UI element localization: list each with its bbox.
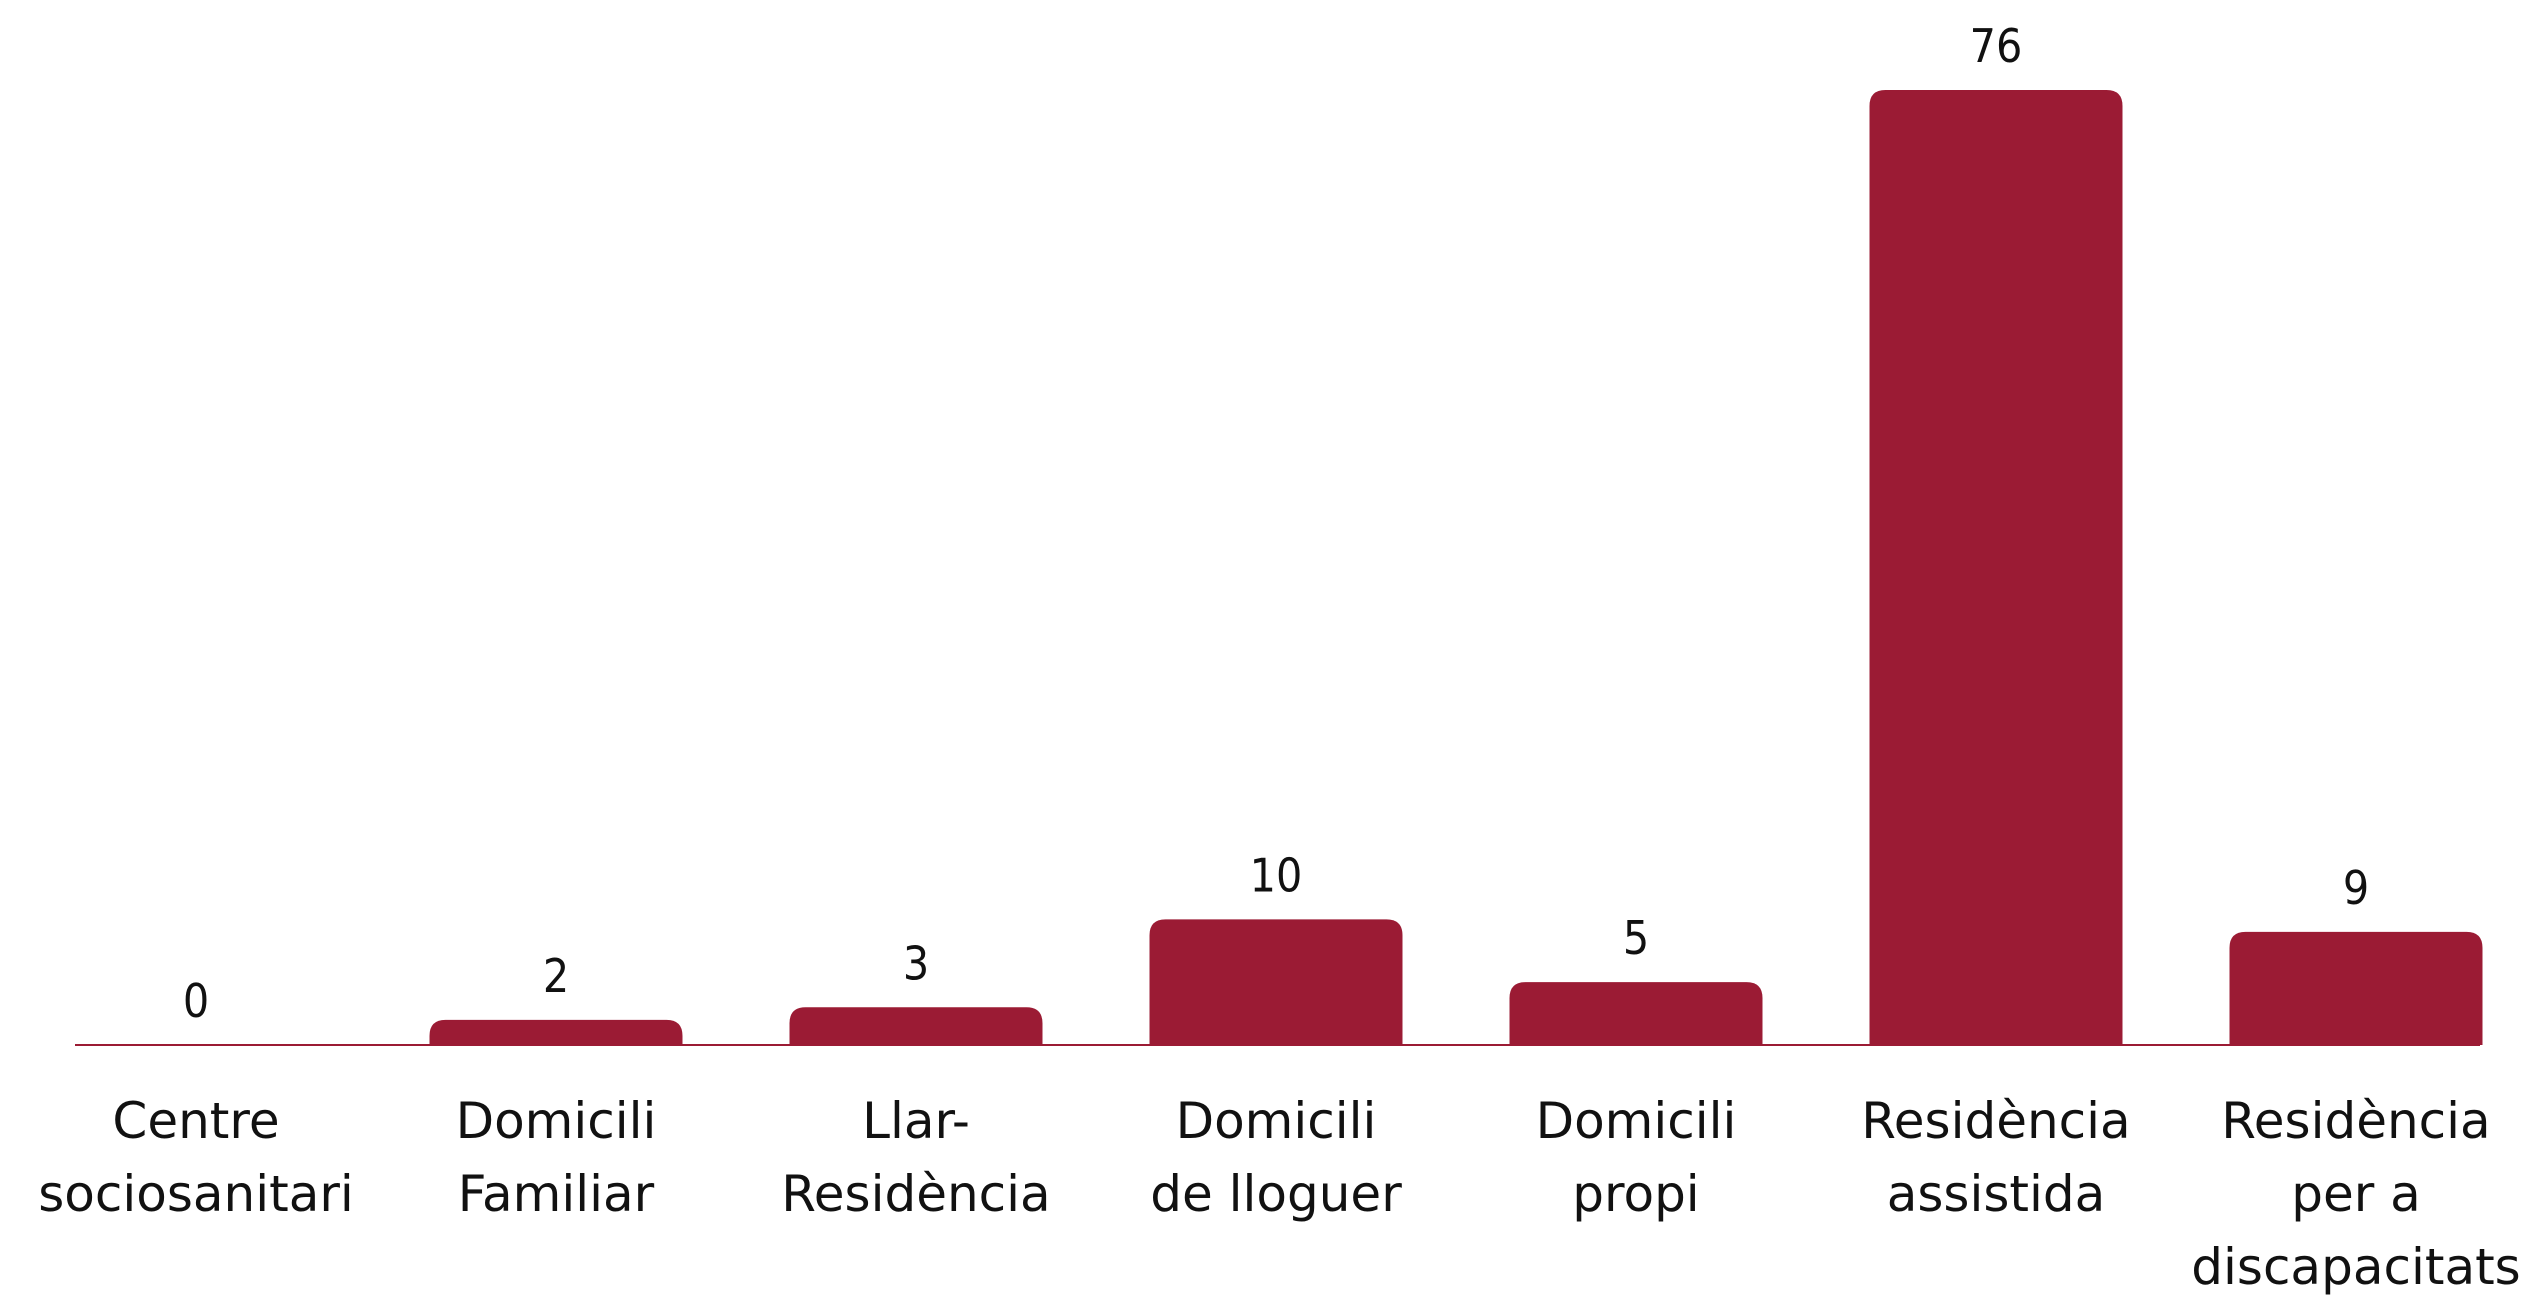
data-label: 10 xyxy=(1250,848,1303,902)
bar xyxy=(1509,982,1763,1045)
x-tick-label: Residència xyxy=(1861,1092,2130,1150)
data-label: 0 xyxy=(183,974,209,1028)
data-label: 3 xyxy=(903,936,929,990)
data-label: 76 xyxy=(1970,19,2023,73)
x-tick-label: Domicili xyxy=(1536,1092,1737,1150)
x-tick-label: Residència xyxy=(781,1165,1050,1223)
bar xyxy=(429,1019,683,1045)
bar xyxy=(1869,90,2123,1045)
x-tick-label: de lloguer xyxy=(1150,1165,1402,1223)
x-tick-label: discapacitats xyxy=(2191,1238,2520,1295)
x-tick-label: assistida xyxy=(1887,1165,2106,1223)
x-tick-label: propi xyxy=(1572,1165,1699,1223)
bar xyxy=(2229,931,2483,1045)
data-label: 5 xyxy=(1623,911,1649,965)
x-tick-label: Residència xyxy=(2221,1092,2490,1150)
x-tick-label: Llar- xyxy=(862,1092,970,1150)
bar xyxy=(1149,919,1403,1045)
data-label: 2 xyxy=(543,949,569,1003)
bar xyxy=(789,1007,1043,1045)
data-label: 9 xyxy=(2343,861,2369,915)
x-tick-label: Domicili xyxy=(456,1092,657,1150)
x-tick-label: per a xyxy=(2291,1165,2421,1223)
x-tick-label: Familiar xyxy=(458,1165,655,1223)
x-tick-label: sociosanitari xyxy=(38,1165,354,1223)
x-tick-label: Centre xyxy=(112,1092,279,1150)
x-tick-label: Domicili xyxy=(1176,1092,1377,1150)
